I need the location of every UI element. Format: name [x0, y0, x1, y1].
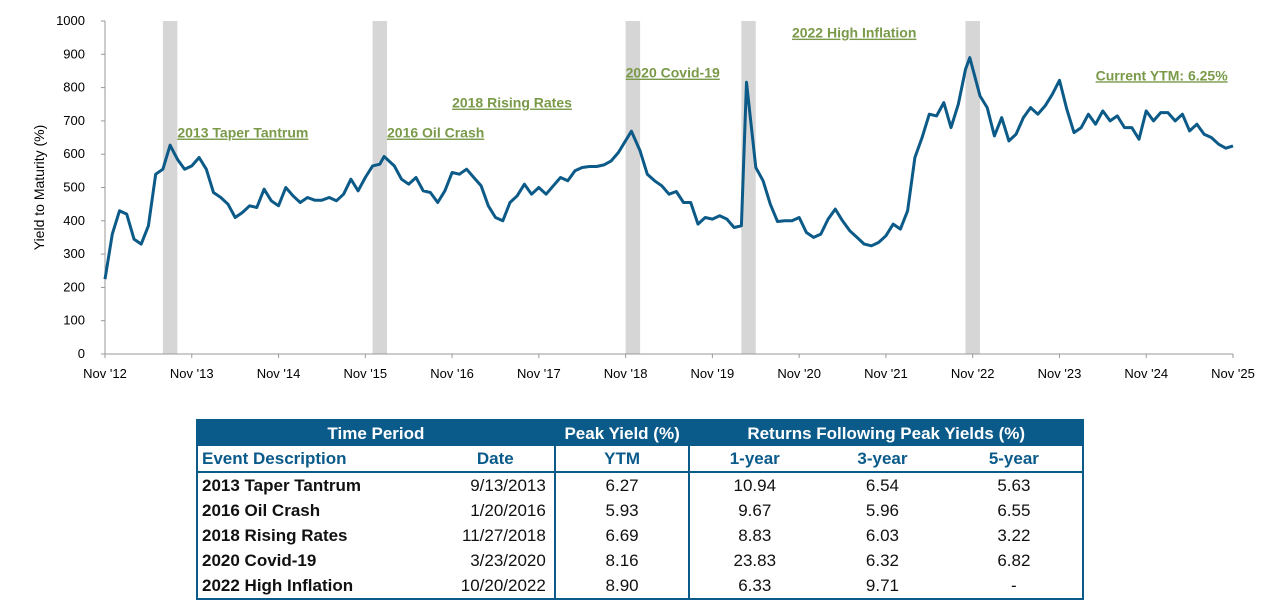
x-tick-label: Nov '15 — [343, 366, 387, 381]
cell-1-year: 8.83 — [688, 523, 820, 548]
x-tick-label: Nov '17 — [517, 366, 561, 381]
cell-ytm: 8.90 — [553, 573, 690, 599]
table-header-row-2: Event Description Date YTM 1-year 3-year… — [197, 446, 1083, 473]
table-body: 2013 Taper Tantrum 9/13/2013 6.27 10.94 6.54… — [197, 472, 1083, 599]
cell-5-year: 6.55 — [997, 501, 1031, 520]
y-tick-label: 600 — [63, 146, 85, 161]
table-header-row-1: Time Period Peak Yield (%) Returns Follo… — [197, 420, 1083, 446]
shaded-period — [625, 21, 641, 354]
yield-chart: 0 100 200 300 400 500 600 700 800 900 1000 Nov '12… — [31, 13, 1255, 381]
x-tick-label: Nov '23 — [1038, 366, 1082, 381]
shaded-period — [965, 21, 980, 354]
header-peak-yield: Peak Yield (%) — [553, 420, 690, 446]
cell-date: 10/20/2022 — [460, 576, 546, 595]
y-tick-label: 1000 — [56, 13, 85, 28]
x-tick-label: Nov '12 — [83, 366, 127, 381]
cell-3-year: 6.54 — [865, 476, 899, 495]
x-tick-label: Nov '25 — [1211, 366, 1255, 381]
y-tick-label: 400 — [63, 213, 85, 228]
y-tick-labels: 0 100 200 300 400 500 600 700 800 900 1000 — [56, 13, 85, 361]
shaded-period — [372, 21, 387, 354]
cell-event: 2022 High Inflation — [202, 576, 354, 595]
header-event-description: Event Description — [197, 446, 437, 473]
cell-ytm: 6.69 — [553, 523, 690, 548]
cell-ytm: 6.27 — [553, 472, 690, 498]
cell-5-year: 5.63 — [997, 476, 1031, 495]
cell-5-year: - — [1011, 576, 1017, 595]
table-row: 2018 Rising Rates 11/27/2018 6.69 8.83 6.03 3… — [197, 523, 1083, 548]
cell-event: 2018 Rising Rates — [202, 526, 348, 545]
event-annotation: 2018 Rising Rates — [452, 95, 572, 111]
cell-date: 11/27/2018 — [462, 526, 546, 545]
cell-1-year: 10.94 — [688, 472, 820, 498]
event-annotation: 2013 Taper Tantrum — [177, 125, 308, 141]
cell-event: 2013 Taper Tantrum — [202, 476, 362, 495]
x-tick-label: Nov '19 — [691, 366, 735, 381]
cell-5-year: 3.22 — [997, 526, 1031, 545]
y-tick-label: 800 — [63, 80, 85, 95]
cell-1-year: 9.67 — [688, 498, 820, 523]
cell-3-year: 5.96 — [865, 501, 899, 520]
ytm-series-line — [103, 56, 1234, 280]
y-axis-label: Yield to Maturity (%) — [31, 125, 47, 251]
cell-3-year: 6.32 — [865, 551, 899, 570]
header-3-year: 3-year — [819, 446, 946, 473]
table-row: 2013 Taper Tantrum 9/13/2013 6.27 10.94 6.54… — [197, 472, 1083, 498]
y-tick-label: 300 — [63, 246, 85, 261]
cell-date: 3/23/2020 — [470, 551, 546, 570]
y-tick-label: 200 — [63, 279, 85, 294]
cell-date: 1/20/2016 — [470, 501, 546, 520]
cell-1-year: 23.83 — [688, 548, 820, 573]
cell-event: 2016 Oil Crash — [202, 501, 321, 520]
event-annotation: Current YTM: 6.25% — [1096, 67, 1229, 83]
peak-yield-table: Time Period Peak Yield (%) Returns Follo… — [196, 419, 1084, 600]
x-tick-label: Nov '24 — [1124, 366, 1168, 381]
cell-3-year: 9.71 — [865, 576, 899, 595]
y-tick-label: 900 — [63, 46, 85, 61]
y-tick-label: 100 — [63, 313, 85, 328]
cell-ytm: 5.93 — [553, 498, 690, 523]
x-tick-labels: Nov '12 Nov '13 Nov '14 Nov '15 Nov '16 Nov '… — [83, 366, 1255, 381]
x-tick-label: Nov '13 — [170, 366, 214, 381]
cell-event: 2020 Covid-19 — [202, 551, 317, 570]
x-tick-label: Nov '20 — [777, 366, 821, 381]
event-annotation: 2022 High Inflation — [792, 25, 916, 41]
x-tick-label: Nov '21 — [864, 366, 908, 381]
header-ytm: YTM — [553, 446, 690, 473]
header-1-year: 1-year — [688, 446, 820, 473]
header-5-year: 5-year — [945, 446, 1083, 473]
header-time-period: Time Period — [197, 420, 555, 446]
cell-3-year: 6.03 — [865, 526, 899, 545]
y-tick-label: 700 — [63, 113, 85, 128]
table-row: 2022 High Inflation 10/20/2022 8.90 6.33 9.7… — [197, 573, 1083, 599]
event-annotation: 2020 Covid-19 — [626, 65, 720, 81]
event-annotations: 2013 Taper Tantrum 2016 Oil Crash 2018 Ris… — [177, 25, 1228, 141]
cell-5-year: 6.82 — [997, 551, 1031, 570]
x-tick-label: Nov '22 — [951, 366, 995, 381]
cell-date: 9/13/2013 — [470, 476, 546, 495]
x-tick-label: Nov '16 — [430, 366, 474, 381]
cell-1-year: 6.33 — [688, 573, 820, 599]
cell-ytm: 8.16 — [553, 548, 690, 573]
y-tick-label: 500 — [63, 180, 85, 195]
header-returns: Returns Following Peak Yields (%) — [688, 420, 1083, 446]
chart-axes — [101, 20, 1234, 358]
table-row: 2016 Oil Crash 1/20/2016 5.93 9.67 5.96 6.55 — [197, 498, 1083, 523]
event-annotation: 2016 Oil Crash — [387, 125, 484, 141]
table-row: 2020 Covid-19 3/23/2020 8.16 23.83 6.32 6.82 — [197, 548, 1083, 573]
x-tick-label: Nov '14 — [257, 366, 301, 381]
x-tick-label: Nov '18 — [604, 366, 648, 381]
y-tick-label: 0 — [78, 346, 85, 361]
header-date: Date — [436, 446, 555, 473]
shaded-period — [162, 21, 178, 354]
